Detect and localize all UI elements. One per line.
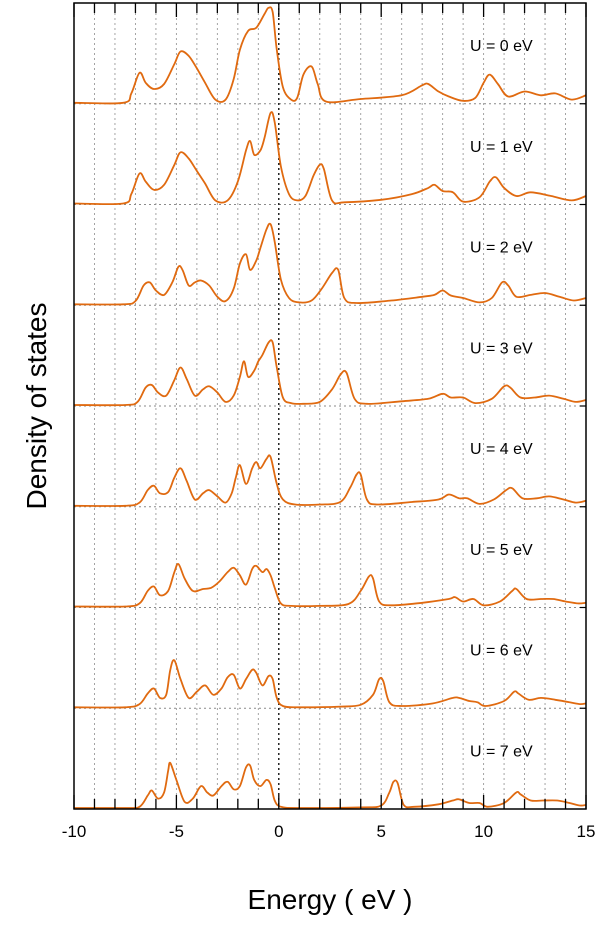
- dos-curve-u5: [73, 562, 587, 608]
- panel-labels: U = 0 eV U = 1 eV U = 2 eV U = 3 eV U = 4 eV…: [470, 38, 533, 760]
- y-axis-title: Density of states: [21, 303, 52, 510]
- dos-curves: [73, 6, 587, 809]
- x-axis-title: Energy ( eV ): [248, 884, 413, 915]
- panel-label-u7: U = 7 eV: [470, 743, 533, 760]
- plot-frame: [73, 2, 587, 810]
- panel-label-u1: U = 1 eV: [470, 139, 533, 156]
- panel-baselines: [74, 103, 586, 709]
- dos-curve-u3: [73, 339, 587, 407]
- x-tick-labels: -10 -5 0 5 10 15: [62, 822, 596, 841]
- dos-curve-u4: [73, 454, 587, 507]
- dos-curve-u2: [73, 222, 587, 306]
- x-tick-label: 10: [474, 822, 493, 841]
- panel-label-u5: U = 5 eV: [470, 542, 533, 559]
- panel-label-u2: U = 2 eV: [470, 240, 533, 257]
- dos-curve-u1: [73, 111, 587, 206]
- panel-label-u6: U = 6 eV: [470, 643, 533, 660]
- x-tick-label: 15: [577, 822, 596, 841]
- x-tick-label: 0: [274, 822, 283, 841]
- x-tick-label: -5: [169, 822, 184, 841]
- dos-curve-u6: [73, 659, 587, 709]
- panel-label-u3: U = 3 eV: [470, 340, 533, 357]
- panel-label-u0: U = 0 eV: [470, 38, 533, 55]
- vertical-grid-lines: [94, 3, 566, 809]
- dos-curve-u0: [73, 6, 587, 105]
- x-tick-label: 5: [376, 822, 385, 841]
- panel-label-u4: U = 4 eV: [470, 441, 533, 458]
- x-tick-label: -10: [62, 822, 87, 841]
- dos-curve-u7: [73, 761, 587, 809]
